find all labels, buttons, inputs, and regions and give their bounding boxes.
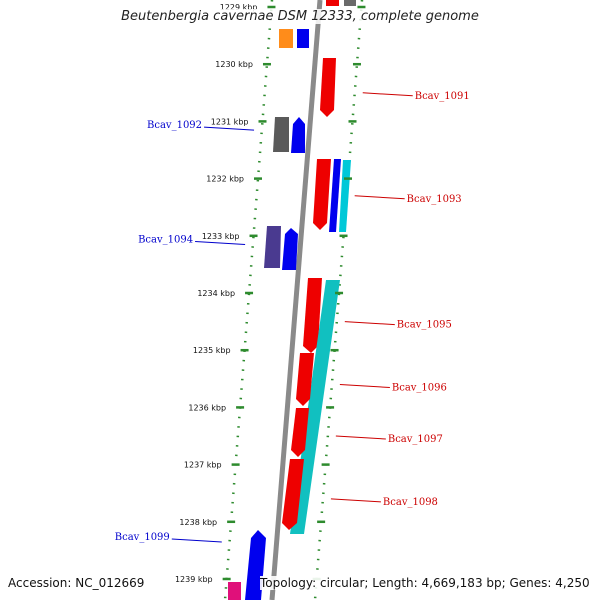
gene-block-cyan[interactable] [339,160,351,232]
gene-label[interactable]: Bcav_1097 [388,434,443,445]
gene-label[interactable]: Bcav_1098 [383,497,438,508]
gene-label-leader [335,435,386,440]
gene-block-red[interactable] [282,459,304,530]
topology-text: Topology: circular; Length: 4,669,183 bp… [260,576,590,590]
kbp-tick-label: 1235 kbp [193,346,231,355]
gene-block-blue[interactable] [329,159,341,232]
gene-block-gray[interactable] [273,117,289,152]
gene-block-red[interactable] [291,408,309,457]
gene-label-leader [204,126,255,131]
gene-label[interactable]: Bcav_1099 [115,532,170,543]
gene-label-leader [339,384,390,389]
kbp-tick-label: 1230 kbp [215,60,253,69]
gene-label[interactable]: Bcav_1093 [407,194,462,205]
gene-label[interactable]: Bcav_1091 [415,91,470,102]
gene-block-blue[interactable] [291,117,305,153]
gene-block-purple[interactable] [264,226,281,268]
kbp-tick-label: 1239 kbp [175,575,213,584]
gene-label[interactable]: Bcav_1094 [138,235,193,246]
gene-label[interactable]: Bcav_1095 [397,320,452,331]
gene-block-blue[interactable] [282,228,298,270]
gene-block-magenta[interactable] [228,582,241,600]
kbp-tick-label: 1237 kbp [184,461,222,470]
gene-label[interactable]: Bcav_1096 [392,383,447,394]
gene-label-leader [362,92,413,97]
accession-text: Accession: NC_012669 [8,576,145,590]
gene-label[interactable]: Bcav_1092 [147,120,202,131]
kbp-tick-label: 1238 kbp [179,518,217,527]
ruler-left [223,0,274,600]
gene-label-leader [344,321,395,326]
forward-strand-genes [282,0,356,534]
gene-block-blue[interactable] [297,29,309,48]
genome-title: Beutenbergia cavernae DSM 12333, complet… [0,9,600,24]
gene-label-leader [354,195,405,200]
gene-label-leader [171,538,222,543]
kbp-tick-label: 1231 kbp [211,117,249,126]
gene-block-orange[interactable] [279,29,293,48]
kbp-ticks: 1229 kbp 1230 kbp 1231 kbp 1232 kbp 1233 kbp… [175,3,366,584]
kbp-tick-label: 1229 kbp [220,3,258,12]
gene-labels: Bcav_1091 Bcav_1092 Bcav_1093 Bcav_1094 Bcav… [115,91,470,543]
kbp-tick-label: 1236 kbp [188,403,226,412]
gene-block-red[interactable] [326,0,339,6]
gene-label-leader [195,241,246,246]
gene-block-gray[interactable] [344,0,356,6]
kbp-tick-label: 1233 kbp [202,232,240,241]
gene-block-red[interactable] [303,278,322,353]
gene-block-red[interactable] [320,58,336,117]
genome-backbone [269,0,323,600]
kbp-tick-label: 1234 kbp [197,289,235,298]
gene-block-red[interactable] [313,159,331,230]
gene-block-red[interactable] [296,353,314,406]
gene-label-leader [330,498,381,503]
kbp-tick-label: 1232 kbp [206,175,244,184]
